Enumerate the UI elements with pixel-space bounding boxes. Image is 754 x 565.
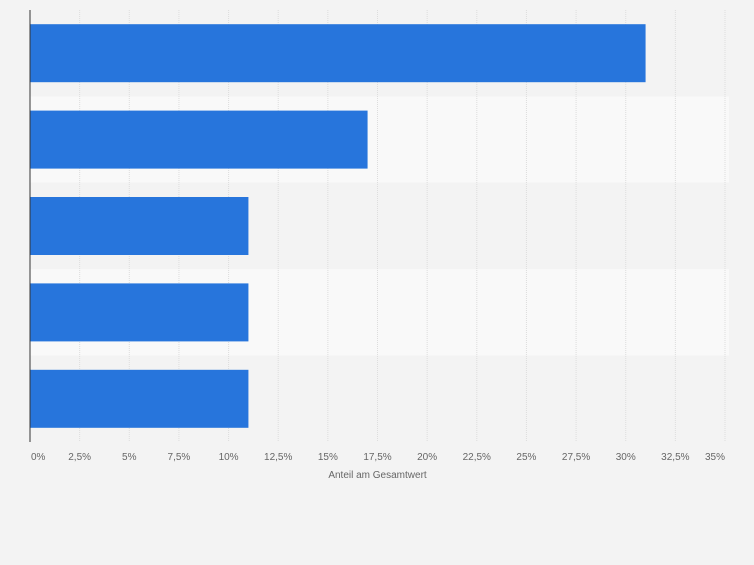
x-tick-label: 5% <box>122 452 137 463</box>
bar <box>30 197 249 255</box>
x-tick-label: 15% <box>318 452 338 463</box>
x-tick-label: 30% <box>616 452 636 463</box>
bar <box>30 369 249 428</box>
x-tick-label: 2,5% <box>68 452 91 463</box>
x-axis-label: Anteil am Gesamtwert <box>328 470 427 481</box>
x-tick-label: 7,5% <box>168 452 191 463</box>
x-tick-label: 22,5% <box>463 452 491 463</box>
x-tick-label: 10% <box>219 452 239 463</box>
x-tick-label: 25% <box>516 452 536 463</box>
bar <box>30 24 646 83</box>
x-tick-label: 27,5% <box>562 452 590 463</box>
x-tick-labels: 0% 2,5% 5% 7,5% 10% 12,5% 15% 17,5% 20% 22,5% 25% 2… <box>31 452 725 463</box>
bar <box>30 283 249 342</box>
x-tick-label: 12,5% <box>264 452 292 463</box>
x-tick-label: 17,5% <box>363 452 391 463</box>
x-tick-label: 0% <box>31 452 46 463</box>
bar <box>30 110 368 169</box>
x-tick-label: 20% <box>417 452 437 463</box>
x-tick-label: 32,5% <box>661 452 689 463</box>
bars <box>30 24 646 428</box>
x-tick-label: 35% <box>705 452 725 463</box>
